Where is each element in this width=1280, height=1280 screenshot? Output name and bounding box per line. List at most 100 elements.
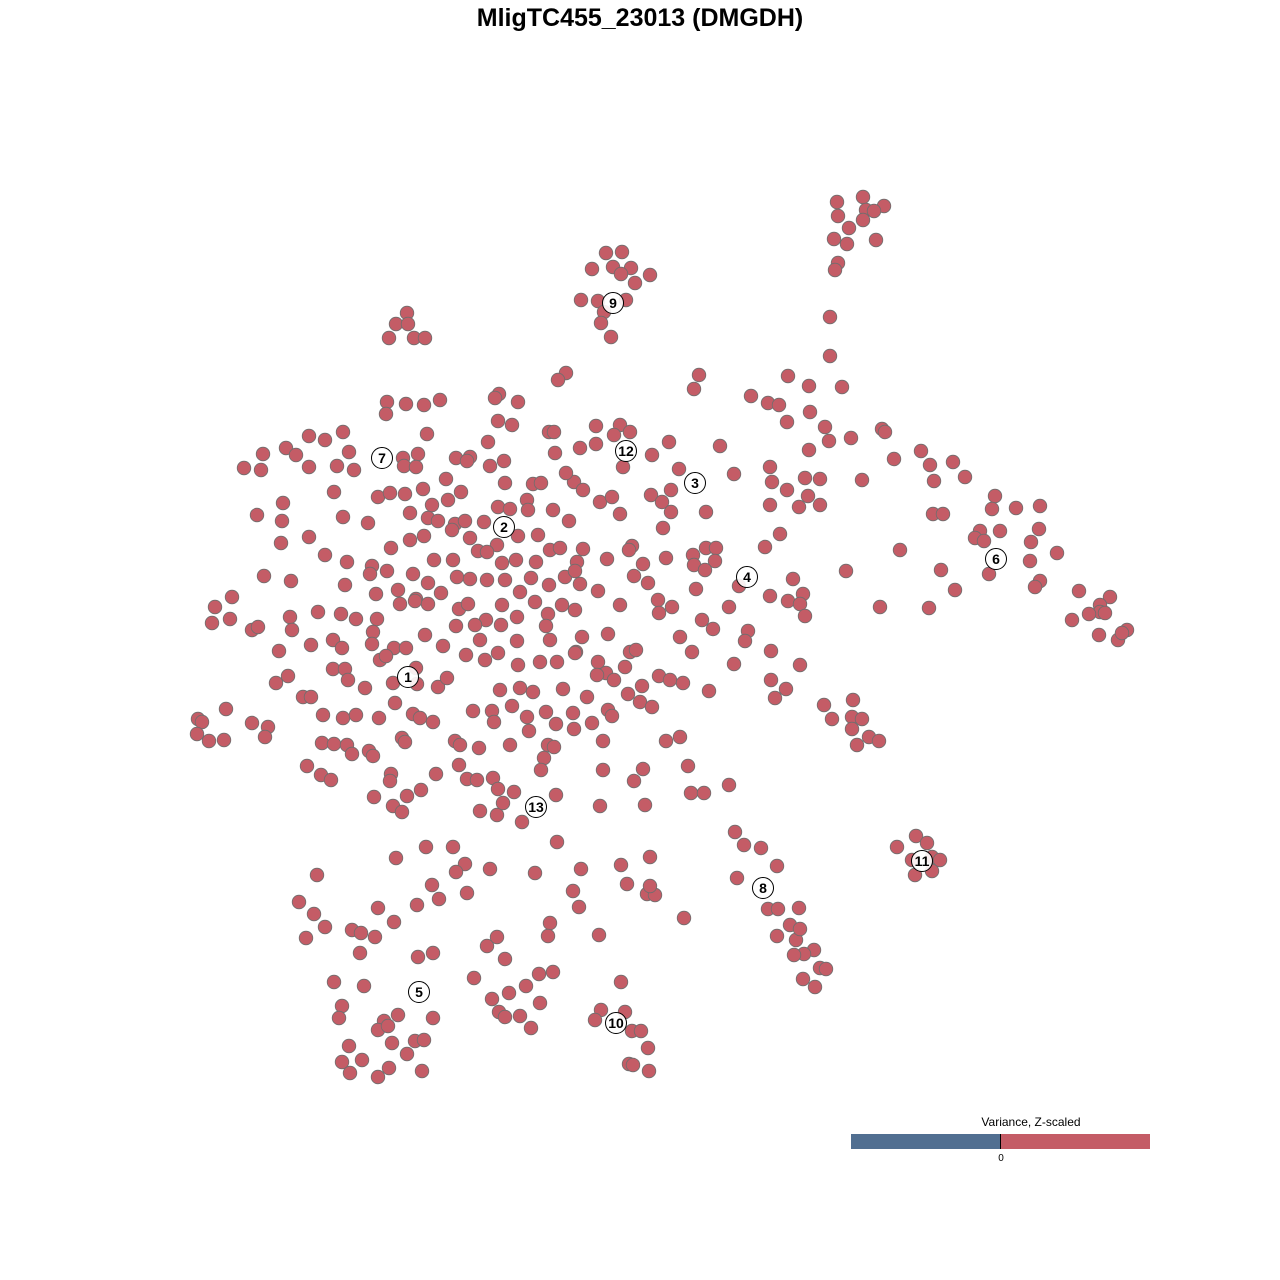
data-point (236, 460, 252, 476)
data-point (771, 397, 787, 413)
data-point (341, 1038, 357, 1054)
data-point (767, 690, 783, 706)
data-point (871, 733, 887, 749)
data-point (326, 736, 342, 752)
data-point (546, 739, 562, 755)
data-point (480, 434, 496, 450)
data-point (407, 593, 423, 609)
data-point (712, 438, 728, 454)
data-point (399, 788, 415, 804)
data-point (694, 612, 710, 628)
data-point (800, 488, 816, 504)
cluster-label-text: 5 (415, 984, 423, 1000)
data-point (726, 466, 742, 482)
data-point (542, 632, 558, 648)
data-point (801, 442, 817, 458)
data-point (532, 654, 548, 670)
data-point (479, 544, 495, 560)
data-point (519, 709, 535, 725)
data-point (838, 563, 854, 579)
data-point (548, 787, 564, 803)
data-point (812, 471, 828, 487)
data-point (868, 232, 884, 248)
data-point (913, 443, 929, 459)
data-point (584, 715, 600, 731)
chart-title: MligTC455_23013 (DMGDH) (476, 4, 804, 32)
data-point (791, 499, 807, 515)
data-point (493, 617, 509, 633)
data-point (662, 672, 678, 688)
data-point (335, 710, 351, 726)
data-point (691, 367, 707, 383)
data-point (309, 867, 325, 883)
data-point (388, 850, 404, 866)
data-point (283, 573, 299, 589)
cluster-label-11: 11 (911, 850, 933, 872)
data-point (348, 707, 364, 723)
data-point (822, 348, 838, 364)
data-point (633, 1023, 649, 1039)
data-point (317, 919, 333, 935)
data-point (489, 537, 505, 553)
data-point (396, 458, 412, 474)
data-point (337, 577, 353, 593)
data-point (613, 266, 629, 282)
data-point (397, 486, 413, 502)
data-point (303, 689, 319, 705)
data-point (841, 220, 857, 236)
cluster-label-text: 10 (608, 1015, 624, 1031)
data-point (573, 861, 589, 877)
cluster-label-9: 9 (602, 292, 624, 314)
data-point (334, 1054, 350, 1070)
data-point (390, 1007, 406, 1023)
data-point (504, 417, 520, 433)
data-point (721, 599, 737, 615)
data-point (275, 495, 291, 511)
data-point (872, 599, 888, 615)
data-point (497, 1009, 513, 1025)
data-point (992, 523, 1008, 539)
data-point (697, 562, 713, 578)
data-point (672, 729, 688, 745)
data-point (369, 611, 385, 627)
data-point (661, 434, 677, 450)
cluster-label-circle (985, 548, 1007, 570)
cluster-label-text: 9 (609, 295, 617, 311)
data-point (449, 569, 465, 585)
data-point (663, 482, 679, 498)
data-point (494, 555, 510, 571)
data-point (365, 748, 381, 764)
data-point (390, 582, 406, 598)
data-point (763, 643, 779, 659)
data-point (595, 733, 611, 749)
data-point (792, 657, 808, 673)
data-point (854, 711, 870, 727)
data-point (366, 789, 382, 805)
data-point (459, 453, 475, 469)
data-point (433, 585, 449, 601)
data-point (501, 985, 517, 1001)
data-point (1031, 521, 1047, 537)
data-point (780, 368, 796, 384)
data-point (415, 481, 431, 497)
cluster-label-8: 8 (752, 877, 774, 899)
data-point (387, 695, 403, 711)
data-point (642, 267, 658, 283)
data-point (554, 597, 570, 613)
data-point (743, 388, 759, 404)
data-point (510, 528, 526, 544)
data-point (325, 632, 341, 648)
data-point (354, 1052, 370, 1068)
data-point (397, 734, 413, 750)
data-point (612, 597, 628, 613)
data-point (339, 554, 355, 570)
data-point (532, 995, 548, 1011)
data-point (797, 608, 813, 624)
data-point (829, 194, 845, 210)
data-point (855, 189, 871, 205)
data-point (425, 714, 441, 730)
data-point (889, 839, 905, 855)
data-point (291, 894, 307, 910)
data-point (509, 633, 525, 649)
